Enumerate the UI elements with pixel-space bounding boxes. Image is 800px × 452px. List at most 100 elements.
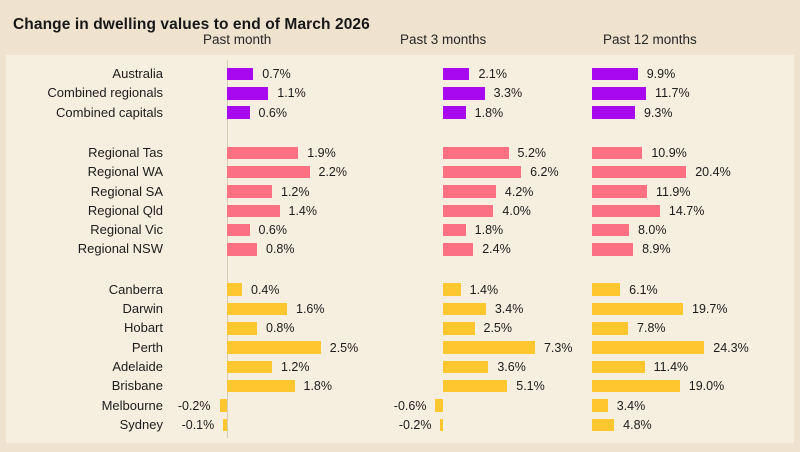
bar-regional-tas-past-month: [227, 146, 299, 160]
bar-brisbane-past-12-months: [592, 379, 680, 393]
bar-value-regional-nsw-past-month: 0.8%: [266, 242, 295, 257]
bar-value-perth-past-3-months: 7.3%: [543, 340, 573, 355]
row-label-combined-regionals: Combined regionals: [47, 85, 163, 101]
row-label-regional-sa: Regional SA: [90, 183, 163, 199]
bar-value-canberra-past-12-months: 6.1%: [629, 282, 658, 297]
bar-value-regional-qld-past-month: 1.4%: [288, 203, 318, 218]
bar-value-regional-vic-past-3-months: 1.8%: [474, 223, 504, 238]
bar-value-regional-qld-past-12-months: 14.7%: [668, 203, 705, 218]
row-label-darwin: Darwin: [122, 301, 163, 316]
bar-value-melbourne-past-12-months: 3.4%: [616, 398, 646, 413]
column-header-past-3-months: Past 3 months: [400, 32, 487, 47]
row-label-perth: Perth: [131, 339, 163, 355]
bar-combined-regionals-past-month: [227, 87, 269, 100]
bar-regional-nsw-past-month: [227, 243, 257, 256]
bar-value-regional-tas-past-month: 1.9%: [307, 145, 336, 160]
bar-value-regional-sa-past-12-months: 11.9%: [655, 184, 691, 199]
row-label-regional-nsw: Regional NSW: [77, 241, 163, 257]
bar-value-regional-wa-past-3-months: 6.2%: [530, 165, 559, 180]
bar-regional-sa-past-3-months: [443, 185, 496, 198]
bar-value-melbourne-past-month: -0.2%: [177, 398, 211, 413]
bar-value-hobart-past-month: 0.8%: [266, 321, 295, 336]
bar-value-canberra-past-month: 0.4%: [251, 282, 280, 297]
bar-value-regional-vic-past-month: 0.6%: [258, 223, 288, 238]
bar-value-hobart-past-12-months: 7.8%: [637, 321, 666, 336]
bar-value-regional-nsw-past-12-months: 8.9%: [642, 242, 671, 257]
bar-value-combined-regionals-past-3-months: 3.3%: [493, 86, 523, 101]
bar-value-adelaide-past-12-months: 11.4%: [653, 359, 689, 374]
bar-value-regional-sa-past-month: 1.2%: [281, 184, 310, 199]
bar-melbourne-past-12-months: [592, 399, 608, 412]
plot-background: [6, 55, 794, 443]
bar-regional-tas-past-12-months: [592, 146, 643, 160]
bar-value-perth-past-12-months: 24.3%: [713, 340, 749, 355]
bar-value-regional-vic-past-12-months: 8.0%: [637, 223, 667, 238]
bar-value-australia-past-12-months: 9.9%: [646, 67, 676, 81]
bar-regional-nsw-past-12-months: [592, 243, 634, 256]
bar-value-hobart-past-3-months: 2.5%: [483, 321, 513, 336]
bar-adelaide-past-12-months: [592, 360, 645, 374]
bar-value-combined-capitals-past-3-months: 1.8%: [474, 105, 504, 120]
row-label-canberra: Canberra: [108, 281, 163, 297]
bar-value-darwin-past-month: 1.6%: [296, 302, 325, 316]
bar-australia-past-12-months: [592, 67, 638, 81]
row-label-sydney: Sydney: [119, 416, 163, 432]
bar-value-australia-past-3-months: 2.1%: [478, 67, 507, 81]
bar-australia-past-3-months: [443, 67, 470, 81]
bar-canberra-past-3-months: [443, 283, 461, 296]
bar-regional-vic-past-3-months: [443, 223, 466, 237]
bar-regional-vic-past-12-months: [592, 223, 629, 237]
row-label-regional-wa: Regional WA: [87, 164, 163, 180]
bar-regional-tas-past-3-months: [443, 146, 509, 160]
bar-value-regional-wa-past-month: 2.2%: [318, 165, 348, 180]
bar-value-darwin-past-12-months: 19.7%: [692, 302, 728, 316]
bar-regional-qld-past-12-months: [592, 204, 660, 218]
bar-adelaide-past-3-months: [443, 360, 489, 374]
row-label-regional-qld: Regional Qld: [87, 202, 163, 218]
bar-sydney-past-month: [223, 418, 227, 432]
bar-value-combined-regionals-past-month: 1.1%: [277, 86, 306, 101]
bar-value-regional-qld-past-3-months: 4.0%: [502, 203, 531, 218]
row-label-regional-tas: Regional Tas: [88, 144, 163, 160]
bar-regional-nsw-past-3-months: [443, 243, 474, 256]
bar-combined-regionals-past-3-months: [443, 87, 485, 100]
bar-regional-wa-past-month: [227, 165, 310, 179]
bar-combined-regionals-past-12-months: [592, 87, 647, 100]
bar-perth-past-12-months: [592, 341, 705, 354]
bar-hobart-past-month: [227, 322, 257, 335]
bar-regional-wa-past-12-months: [592, 165, 687, 179]
bar-melbourne-past-month: [219, 399, 227, 412]
row-label-brisbane: Brisbane: [111, 378, 163, 394]
chart-title: Change in dwelling values to end of Marc…: [13, 16, 370, 34]
bar-darwin-past-12-months: [592, 302, 683, 316]
bar-value-combined-capitals-past-month: 0.6%: [258, 105, 288, 120]
bar-melbourne-past-3-months: [435, 399, 443, 412]
row-label-australia: Australia: [112, 66, 163, 81]
bar-value-regional-nsw-past-3-months: 2.4%: [482, 242, 511, 257]
bar-adelaide-past-month: [227, 360, 272, 374]
bar-combined-capitals-past-3-months: [443, 106, 466, 119]
bar-australia-past-month: [227, 67, 254, 81]
bar-value-australia-past-month: 0.7%: [262, 67, 291, 81]
column-header-past-month: Past month: [203, 32, 272, 47]
bar-hobart-past-12-months: [592, 322, 629, 335]
bar-value-brisbane-past-3-months: 5.1%: [516, 379, 545, 394]
bar-canberra-past-12-months: [592, 283, 621, 296]
bar-regional-qld-past-3-months: [443, 204, 494, 218]
bar-regional-vic-past-month: [227, 223, 250, 237]
bar-regional-qld-past-month: [227, 204, 280, 218]
bar-value-combined-capitals-past-12-months: 9.3%: [643, 105, 673, 120]
bar-perth-past-3-months: [443, 341, 535, 354]
bar-sydney-past-3-months: [440, 418, 443, 432]
bar-regional-wa-past-3-months: [443, 165, 522, 179]
bar-value-perth-past-month: 2.5%: [329, 340, 359, 355]
bar-value-darwin-past-3-months: 3.4%: [494, 302, 524, 316]
bar-value-adelaide-past-3-months: 3.6%: [497, 359, 526, 374]
bar-brisbane-past-3-months: [443, 379, 508, 393]
bar-value-melbourne-past-3-months: -0.6%: [393, 398, 427, 413]
bar-darwin-past-month: [227, 302, 287, 316]
bar-value-regional-sa-past-3-months: 4.2%: [504, 184, 534, 199]
bar-value-sydney-past-12-months: 4.8%: [623, 417, 652, 432]
bar-hobart-past-3-months: [443, 322, 475, 335]
bar-value-combined-regionals-past-12-months: 11.7%: [655, 86, 690, 101]
